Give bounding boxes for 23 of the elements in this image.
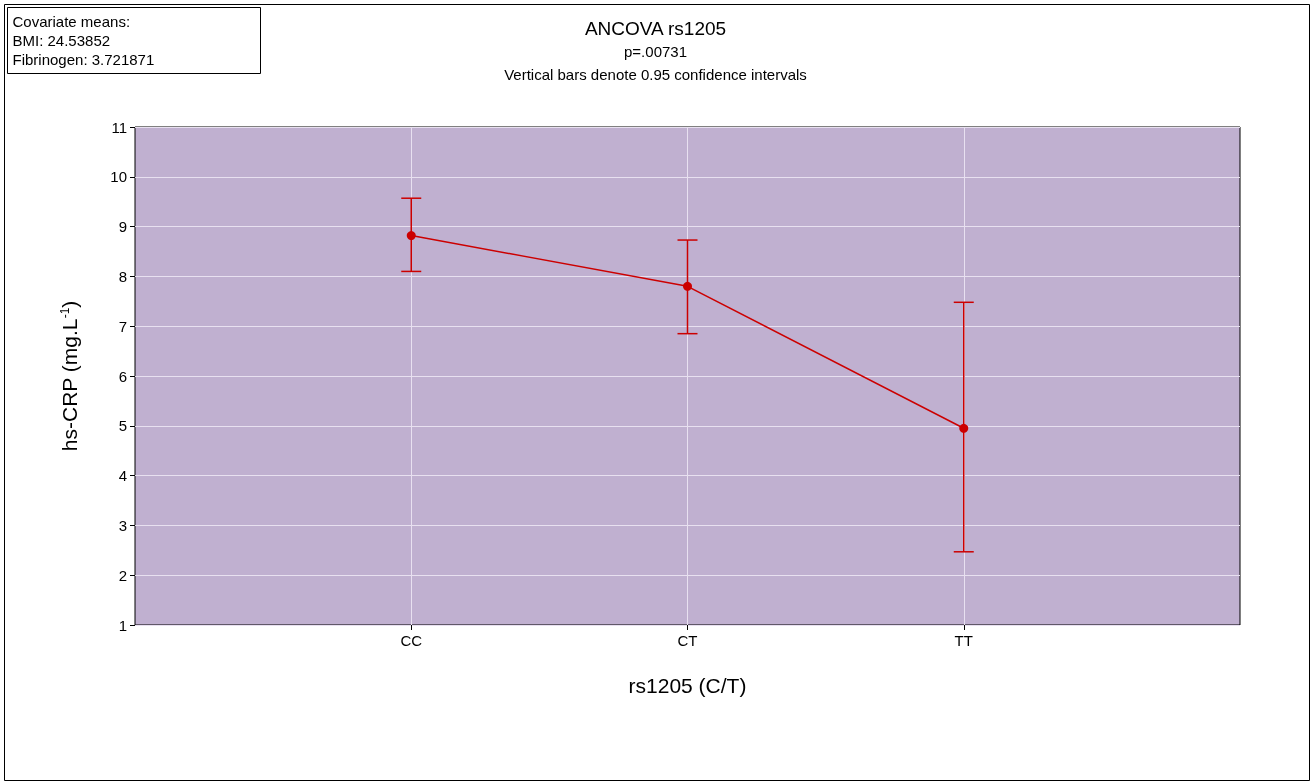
text: Vertical bars denote 0.95 confidence intervals bbox=[504, 66, 807, 83]
x-tick-label: TT bbox=[954, 632, 973, 649]
y-tick-label: 9 bbox=[118, 218, 127, 236]
y-tick-label: 3 bbox=[118, 516, 127, 534]
y-tick-label: 5 bbox=[118, 417, 127, 435]
point bbox=[406, 231, 416, 241]
y-tick-label: 1 bbox=[118, 616, 127, 634]
x-axis-title: rs1205 (C/T) bbox=[628, 674, 747, 697]
y-axis-title: hs-CRP (mg.L-1) bbox=[58, 300, 81, 452]
y-tick-label: 8 bbox=[118, 267, 127, 285]
x-tick-label: CC bbox=[400, 632, 423, 649]
x-tick-label: CT bbox=[677, 632, 698, 649]
point bbox=[959, 423, 969, 433]
y-tick-label: 4 bbox=[118, 467, 127, 485]
text: Covariate means: BMI: 24.53852 Fibrinogen: 3.721871 bbox=[12, 12, 155, 68]
y-tick-label: 7 bbox=[118, 317, 127, 335]
y-tick-label: 11 bbox=[111, 118, 127, 136]
y-tick-label: 10 bbox=[110, 168, 127, 186]
y-tick-label: 2 bbox=[118, 566, 127, 584]
y-tick-label: 6 bbox=[118, 367, 127, 385]
chart-title: ANCOVA rs1205 bbox=[584, 18, 727, 39]
point bbox=[683, 281, 692, 291]
chart-subtitle: p=.00731 bbox=[624, 43, 687, 60]
